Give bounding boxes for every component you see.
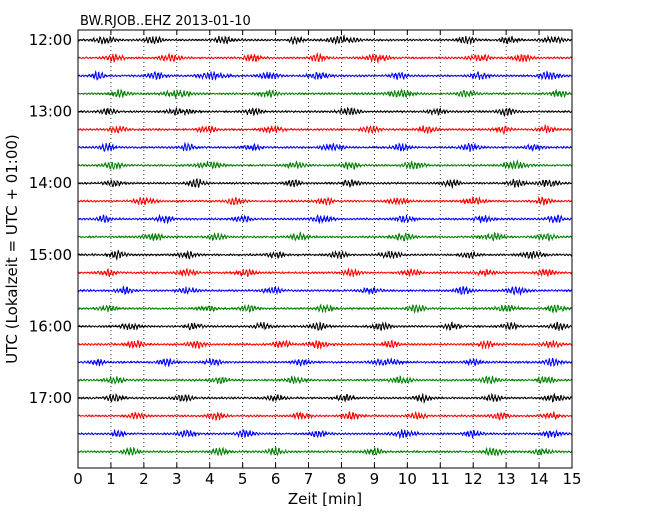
- trace-row: [77, 52, 573, 65]
- x-tick-label: 2: [139, 470, 149, 488]
- x-tick-label: 1: [106, 470, 116, 488]
- y-tick-label: 16:00: [29, 317, 72, 335]
- trace-row: [77, 375, 573, 385]
- y-tick-label: 15:00: [29, 246, 72, 264]
- y-tick-label: 17:00: [29, 389, 72, 407]
- trace-row: [77, 123, 573, 136]
- plot-frame: [77, 29, 573, 469]
- trace-row: [77, 88, 573, 100]
- x-tick-label: 13: [497, 470, 516, 488]
- trace-row: [77, 177, 573, 190]
- trace-row: [77, 159, 573, 171]
- trace-row: [77, 195, 573, 206]
- x-tick-label: 9: [370, 470, 380, 488]
- trace-row: [77, 357, 573, 368]
- y-tick-label: 14:00: [29, 174, 72, 192]
- x-tick-label: 10: [398, 470, 417, 488]
- trace-row: [77, 446, 573, 457]
- trace-row: [77, 392, 573, 405]
- trace-row: [77, 106, 573, 117]
- y-tick-label: 12:00: [29, 31, 72, 49]
- x-tick-label: 6: [271, 470, 281, 488]
- trace-rows: [77, 34, 573, 457]
- x-tick-label: 15: [562, 470, 581, 488]
- trace-row: [77, 428, 573, 440]
- trace-row: [77, 303, 573, 314]
- trace-row: [77, 69, 573, 81]
- trace-row: [77, 320, 573, 332]
- x-tick-label: 0: [73, 470, 83, 488]
- trace-row: [77, 213, 573, 225]
- x-tick-label: 3: [172, 470, 182, 488]
- trace-row: [77, 231, 573, 242]
- x-tick-label: 8: [337, 470, 347, 488]
- x-tick-label: 14: [530, 470, 549, 488]
- x-tick-label: 5: [238, 470, 248, 488]
- trace-row: [77, 410, 573, 422]
- x-tick-label: 4: [205, 470, 215, 488]
- trace-row: [77, 141, 573, 153]
- x-axis-label: Zeit [min]: [288, 490, 362, 508]
- trace-row: [77, 267, 573, 278]
- trace-row: [77, 339, 573, 351]
- chart-title: BW.RJOB..EHZ 2013-01-10: [80, 14, 251, 29]
- x-tick-label: 7: [304, 470, 314, 488]
- x-axis-ticks: 0 1 2 3 4 5 6 7 8 9 10 11 12 13 14 15: [73, 30, 582, 488]
- y-axis-label: UTC (Lokalzeit = UTC + 01:00): [3, 134, 21, 364]
- y-tick-label: 13:00: [29, 103, 72, 121]
- trace-row: [77, 34, 573, 46]
- trace-row: [77, 285, 573, 296]
- x-tick-label: 12: [464, 470, 483, 488]
- y-axis-ticks: 12:00 13:00 14:00 15:00 16:00 17:00: [29, 31, 83, 407]
- trace-row: [77, 249, 573, 261]
- x-tick-label: 11: [431, 470, 450, 488]
